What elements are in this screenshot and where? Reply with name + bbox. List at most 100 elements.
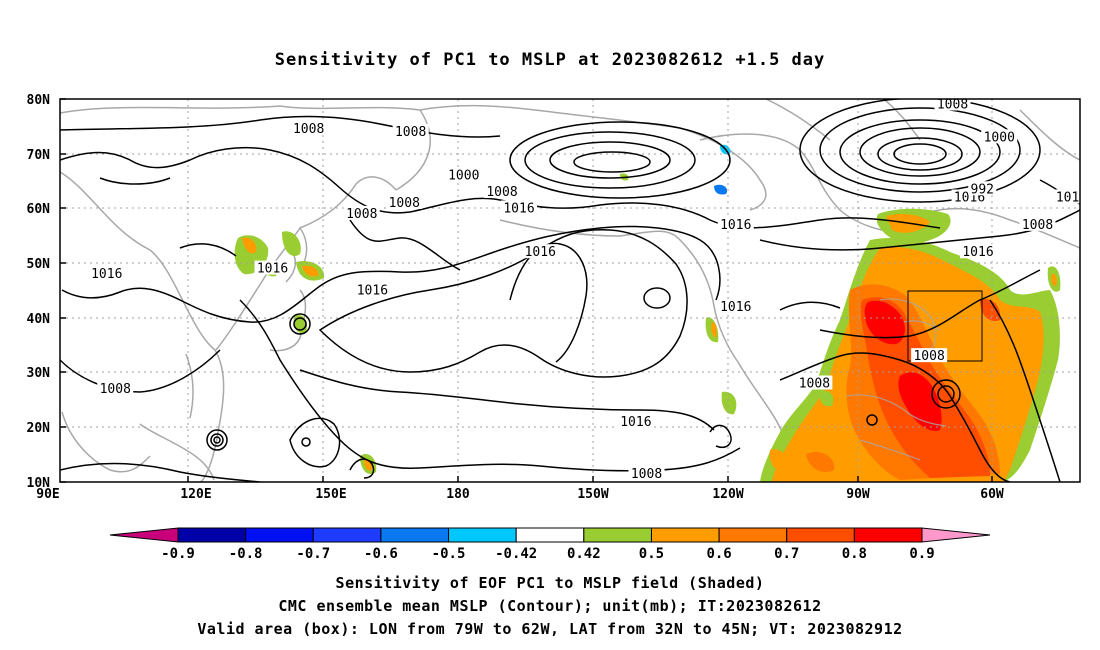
contour-label-bg	[88, 266, 125, 281]
lon-label: 90E	[36, 487, 59, 502]
colorbar-label: -0.9	[161, 546, 195, 562]
contour-label: 1016	[503, 201, 534, 216]
caption-shading: Sensitivity of EOF PC1 to MSLP field (Sh…	[335, 574, 765, 592]
contour-label: 1016	[720, 300, 751, 315]
contour-label: 1008	[913, 349, 944, 364]
lon-label: 60W	[980, 487, 1004, 502]
contour-label: 1008	[395, 125, 426, 140]
contour-label-bg	[628, 465, 665, 480]
colorbar-labels: -0.9 -0.8 -0.7 -0.6 -0.5 -0.42 0.42 0.5 0.6 0.7 0.…	[161, 546, 935, 562]
contour-label-bg	[617, 413, 654, 428]
contour-label: 1008	[100, 382, 131, 397]
colorbar-label: 0.9	[909, 546, 934, 562]
colorbar-label: -0.5	[432, 546, 466, 562]
contour-label-bg	[1019, 216, 1056, 231]
contour-label-bg	[254, 260, 291, 275]
sensitivity-shading	[234, 144, 1061, 482]
contour-label: 1008	[799, 377, 830, 392]
contour-label-bg	[484, 184, 520, 199]
contour-label-bg	[796, 375, 833, 390]
contour-label: 1016	[962, 245, 993, 260]
contour-label: 1016	[525, 245, 556, 260]
colorbar-box	[380, 527, 450, 543]
colorbar-high-arrow	[921, 527, 991, 543]
caption-valid-area: Valid area (box): LON from 79W to 62W, L…	[197, 620, 903, 638]
caption-contour: CMC ensemble mean MSLP (Contour); unit(m…	[278, 597, 822, 615]
contour-label-bg	[522, 244, 559, 259]
contour-label-bg	[392, 123, 429, 138]
contour-label-bg	[501, 200, 537, 215]
colorbar-label: -0.7	[296, 546, 330, 562]
lon-label: 120E	[180, 487, 211, 502]
contour-label-bg	[354, 282, 391, 297]
colorbar-box	[177, 527, 247, 543]
contour-label-bg	[290, 121, 327, 136]
colorbar-box	[718, 527, 788, 543]
lat-label: 70N	[27, 148, 51, 163]
mslp-contours	[60, 99, 1080, 482]
colorbar-label: -0.6	[364, 546, 398, 562]
axis-ticks	[60, 98, 993, 483]
contour-label: 1016	[620, 415, 651, 430]
contour-label-bg	[386, 194, 423, 209]
contour-label-bg	[960, 244, 996, 259]
colorbar-label: 0.6	[706, 546, 731, 562]
contour-label-bg	[968, 181, 997, 196]
colorbar-box	[245, 527, 314, 543]
lat-label: 60N	[27, 202, 51, 217]
contour-label-bg	[445, 167, 482, 182]
contour-label-bg	[717, 216, 754, 231]
contour-label: 1016	[91, 267, 122, 282]
contour-label: 1016	[720, 218, 751, 233]
lon-label: 180	[446, 487, 470, 502]
colorbar-boxes	[177, 527, 923, 543]
contour-label: 1008	[346, 207, 377, 222]
colorbar-box	[583, 527, 652, 543]
colorbar-label: 0.7	[774, 546, 799, 562]
contour-label: 1008	[1022, 218, 1053, 233]
contour-label-bg	[343, 205, 380, 220]
contour-label: 1000	[984, 130, 1015, 145]
lat-label: 10N	[27, 476, 51, 491]
colorbar-label: 0.5	[639, 546, 664, 562]
lon-label: 90W	[846, 487, 870, 502]
contour-label: 992	[971, 182, 994, 197]
lon-label: 150W	[577, 487, 608, 502]
lat-label: 40N	[27, 312, 51, 327]
contour-label-bg	[97, 380, 134, 395]
contour-label: 1008	[389, 196, 420, 211]
lat-label: 30N	[27, 366, 51, 381]
colorbar-label: -0.8	[229, 546, 263, 562]
contour-label: 1016	[1056, 190, 1087, 205]
lat-label: 50N	[27, 257, 51, 272]
contour-label: 1008	[293, 122, 324, 137]
contour-label-bg	[1053, 189, 1080, 204]
colorbar-label: -0.42	[495, 546, 537, 562]
coastlines-overlay	[845, 298, 947, 461]
contour-label-bg	[934, 99, 971, 111]
lon-label: 150E	[315, 487, 346, 502]
latitude-labels: 80N 70N 60N 50N 40N 30N 20N 10N	[27, 93, 51, 491]
colorbar-box	[650, 527, 720, 543]
contour-label-bg	[911, 348, 948, 363]
contour-label: 1016	[357, 284, 388, 299]
colorbar-box	[853, 527, 923, 543]
contour-label: 1016	[257, 262, 288, 277]
figure-title: Sensitivity of PC1 to MSLP at 2023082612…	[274, 50, 826, 70]
lat-label: 80N	[27, 93, 51, 108]
colorbar-box	[786, 527, 855, 543]
contour-label-bg	[717, 298, 754, 313]
lon-label: 120W	[712, 487, 743, 502]
contour-label: 1008	[631, 467, 662, 482]
colorbar-box	[448, 527, 517, 543]
colorbar-low-arrow	[109, 527, 179, 543]
lat-label: 20N	[27, 421, 51, 436]
longitude-labels: 90E 120E 150E 180 150W 120W 90W 60W	[36, 487, 1004, 502]
colorbar-box	[312, 527, 382, 543]
colorbar-label: 0.42	[567, 546, 601, 562]
contour-label-bg	[981, 129, 1018, 144]
colorbar-box	[515, 527, 585, 543]
contour-label: 1000	[448, 169, 479, 184]
